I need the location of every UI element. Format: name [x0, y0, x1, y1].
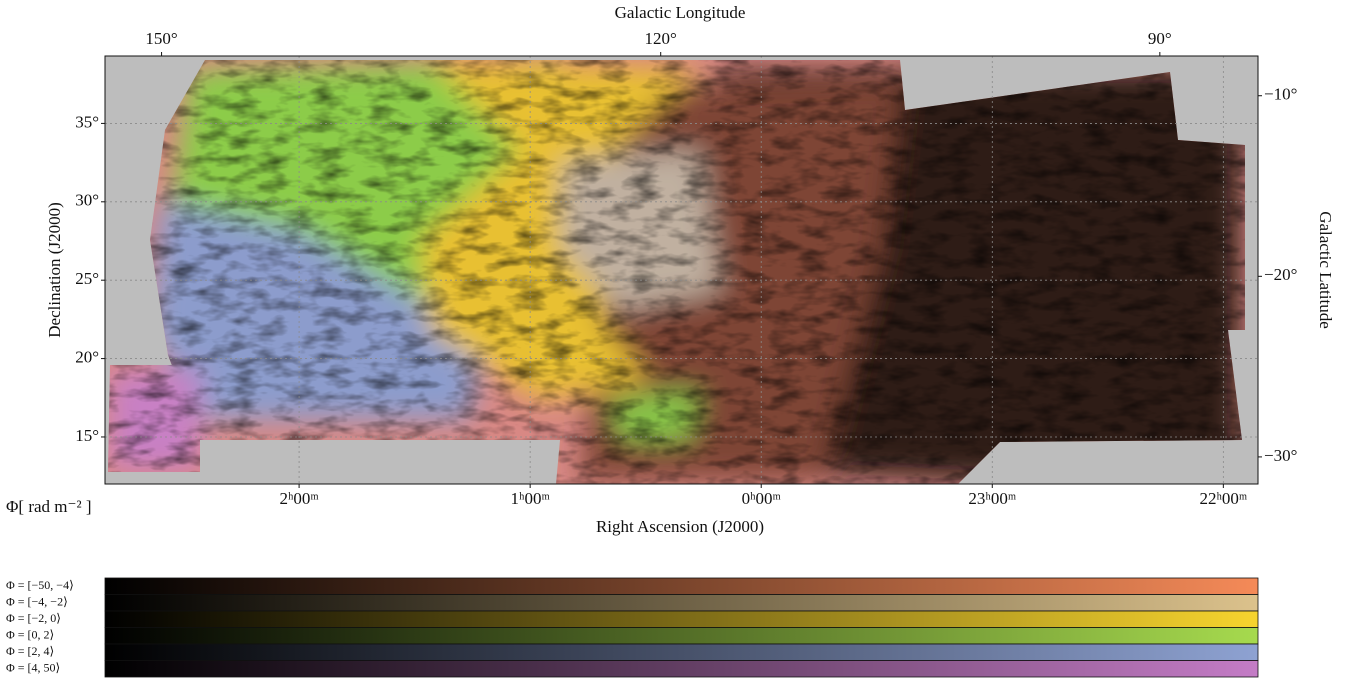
colorbar-label: Φ = [0, 2⟩ — [6, 628, 54, 642]
colorbar — [104, 643, 1259, 661]
colorbar-label: Φ = [−2, 0⟩ — [6, 611, 61, 625]
x-tick-label: 22ʰ00ᵐ — [1199, 489, 1247, 508]
x-axis-title: Right Ascension (J2000) — [596, 517, 764, 536]
right-tick-label: −10° — [1264, 85, 1297, 104]
colorbar-title: Φ[ rad m⁻² ] — [6, 497, 92, 516]
top-tick-label: 150° — [145, 29, 177, 48]
right-tick-label: −30° — [1264, 446, 1297, 465]
x-tick-label: 2ʰ00ᵐ — [279, 489, 318, 508]
plot-frame — [104, 55, 1259, 485]
y-tick-label: 25° — [75, 269, 99, 288]
colorbar — [104, 627, 1259, 645]
top-tick-label: 120° — [645, 29, 677, 48]
sky-image — [108, 60, 1245, 484]
colorbar — [104, 660, 1259, 678]
colorbar-label: Φ = [−50, −4⟩ — [6, 578, 74, 592]
colorbar-label: Φ = [2, 4⟩ — [6, 644, 54, 658]
colorbar-label: Φ = [−4, −2⟩ — [6, 595, 68, 609]
x-tick-label: 0ʰ00ᵐ — [742, 489, 781, 508]
right-tick-label: −20° — [1264, 265, 1297, 284]
colorbar — [104, 577, 1259, 595]
y-tick-label: 15° — [75, 426, 99, 445]
colorbar — [104, 594, 1259, 612]
y-tick-label: 35° — [75, 112, 99, 131]
y-axis-title: Declination (J2000) — [45, 202, 64, 338]
y-tick-label: 30° — [75, 191, 99, 210]
colorbar-label: Φ = [4, 50⟩ — [6, 661, 60, 675]
top-axis-title: Galactic Longitude — [615, 3, 746, 22]
right-axis-title: Galactic Latitude — [1316, 211, 1335, 329]
colorbar — [104, 610, 1259, 628]
y-tick-label: 20° — [75, 347, 99, 366]
x-tick-label: 1ʰ00ᵐ — [511, 489, 550, 508]
top-tick-label: 90° — [1148, 29, 1172, 48]
x-tick-label: 23ʰ00ᵐ — [968, 489, 1016, 508]
